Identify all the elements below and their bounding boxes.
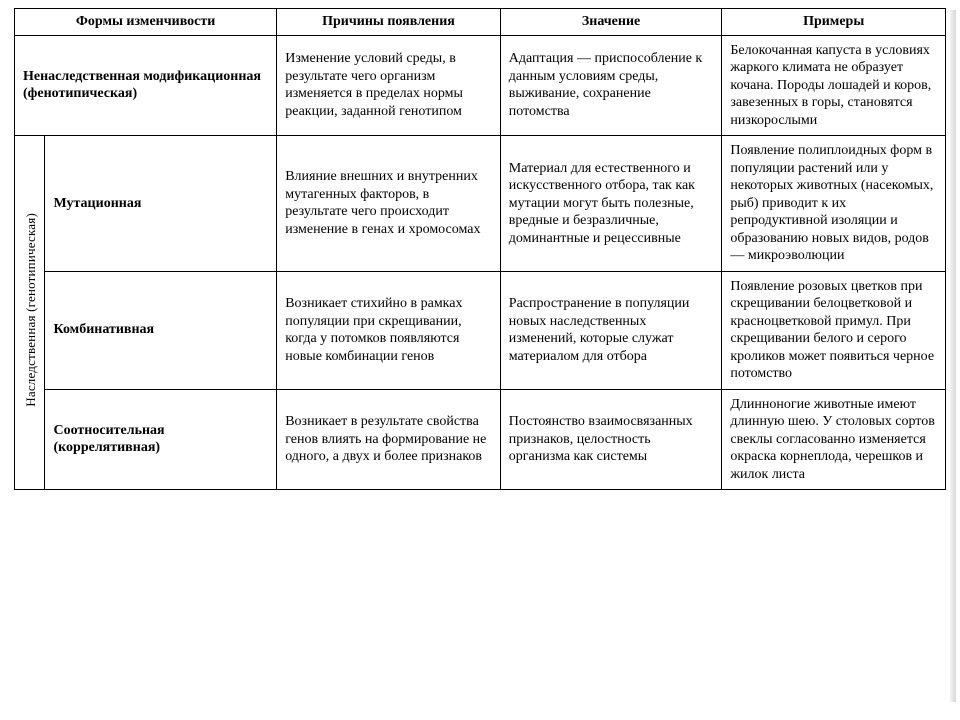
- cell-example: Белокочанная капуста в условиях жаркого …: [722, 35, 946, 136]
- cell-meaning: Распространение в популяции новых наслед…: [500, 271, 722, 389]
- cell-cause: Изменение условий среды, в результате че…: [277, 35, 501, 136]
- cell-meaning: Материал для естественного и искусственн…: [500, 136, 722, 272]
- table-row: Ненаследственная модификационная (феноти…: [15, 35, 946, 136]
- cell-meaning: Постоянство взаимосвязанных признаков, ц…: [500, 389, 722, 490]
- cell-cause: Возникает стихийно в рамках популяции пр…: [277, 271, 501, 389]
- cell-cause: Возникает в результате свойства генов вл…: [277, 389, 501, 490]
- cell-cause: Влияние внешних и внутренних мутагенных …: [277, 136, 501, 272]
- variability-table: Формы изменчивости Причины появления Зна…: [14, 8, 946, 490]
- hereditary-side-label: Наследственная (генотипическая): [23, 213, 39, 407]
- table-header: Формы изменчивости Причины появления Зна…: [15, 9, 946, 36]
- cell-form: Ненаследственная модификационная (феноти…: [15, 35, 277, 136]
- table-row: Наследственная (генотипическая) Мутацион…: [15, 136, 946, 272]
- table-row: Комбинативная Возникает стихийно в рамка…: [15, 271, 946, 389]
- table-body: Ненаследственная модификационная (феноти…: [15, 35, 946, 490]
- cell-meaning: Адаптация — приспособление к данным усло…: [500, 35, 722, 136]
- cell-example: Длинноногие животные имеют длинную шею. …: [722, 389, 946, 490]
- cell-form: Мутационная: [45, 136, 277, 272]
- col-header-causes: Причины появления: [277, 9, 501, 36]
- cell-example: Появление полиплоидных форм в популяции …: [722, 136, 946, 272]
- hereditary-side-label-cell: Наследственная (генотипическая): [15, 136, 45, 490]
- col-header-examples: Примеры: [722, 9, 946, 36]
- cell-form: Комбинативная: [45, 271, 277, 389]
- cell-form: Соотносительная (коррелятивная): [45, 389, 277, 490]
- col-header-forms: Формы изменчивости: [15, 9, 277, 36]
- page-container: Формы изменчивости Причины появления Зна…: [0, 0, 960, 720]
- col-header-meaning: Значение: [500, 9, 722, 36]
- table-row: Соотносительная (коррелятивная) Возникае…: [15, 389, 946, 490]
- page-shadow: [950, 10, 956, 702]
- cell-example: Появление розовых цветков при скрещивани…: [722, 271, 946, 389]
- header-row: Формы изменчивости Причины появления Зна…: [15, 9, 946, 36]
